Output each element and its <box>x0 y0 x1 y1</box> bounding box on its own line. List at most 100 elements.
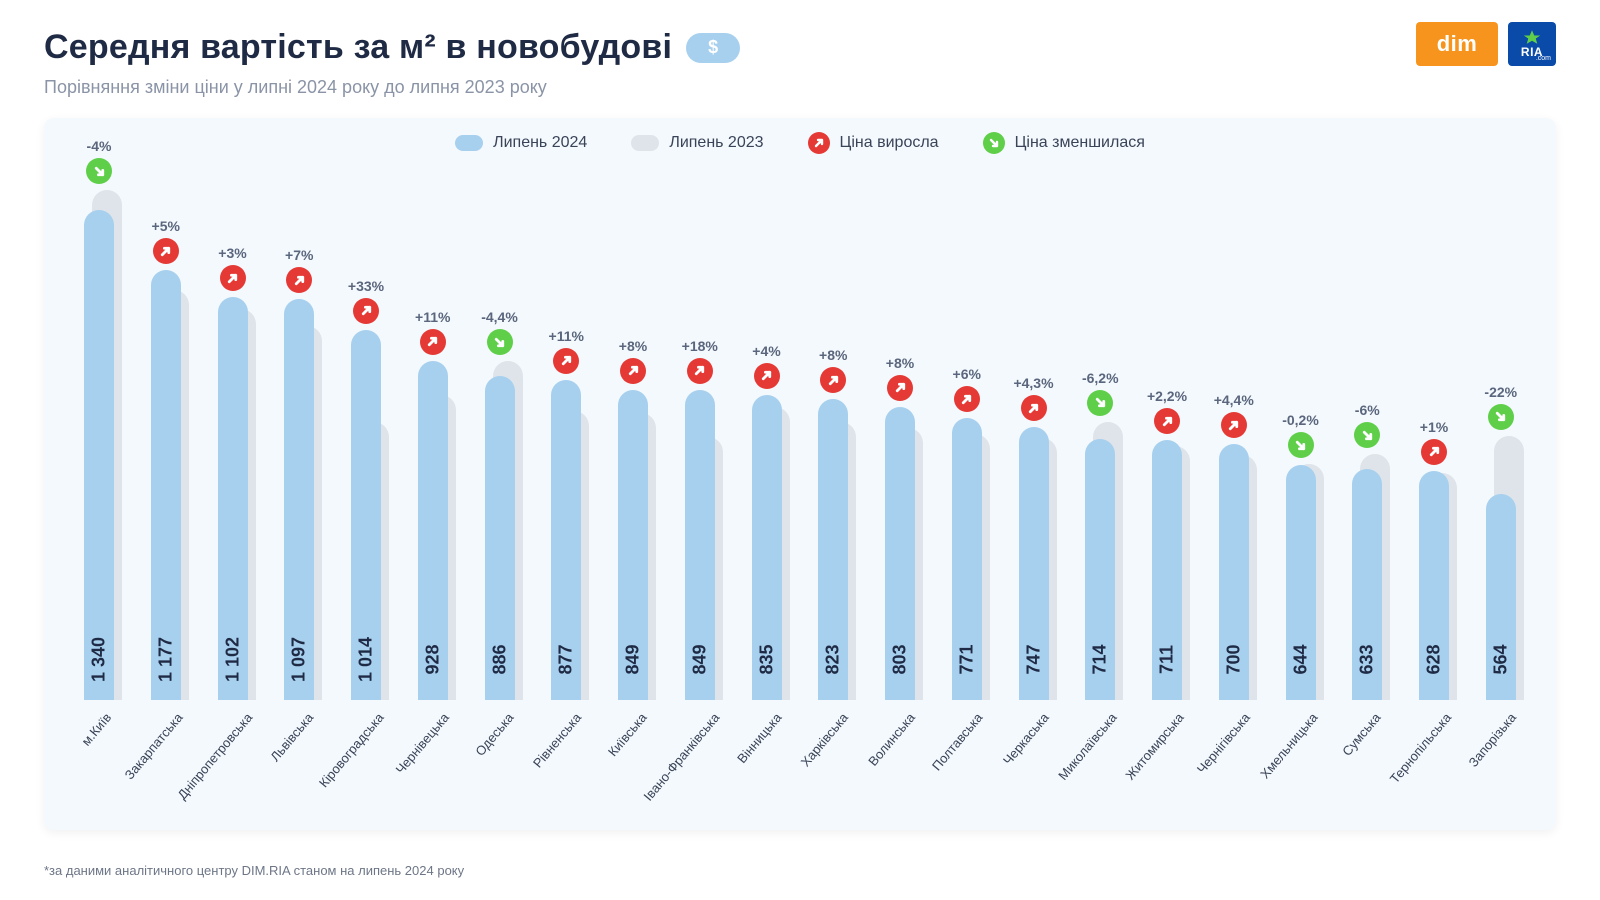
bar-value: 711 <box>1157 645 1178 674</box>
bar-top-label: -4,4% <box>470 309 530 355</box>
change-percent: +8% <box>619 338 647 354</box>
bar-group: 928+11% <box>402 361 464 700</box>
change-percent: -22% <box>1484 384 1517 400</box>
arrow-up-icon <box>353 298 379 324</box>
change-percent: +11% <box>415 309 450 325</box>
arrow-up-icon <box>420 329 446 355</box>
logo-ria: RIA .com <box>1508 22 1556 66</box>
x-label: Сумська <box>1336 700 1398 830</box>
legend-item-up: Ціна виросла <box>808 132 939 154</box>
header: Середня вартість за м² в новобудові $ По… <box>44 28 1556 98</box>
bar-2024 <box>84 210 114 700</box>
bar-group: 823+8% <box>802 399 864 700</box>
logos: dim RIA .com <box>1416 22 1556 66</box>
arrow-down-icon <box>1087 390 1113 416</box>
change-percent: +8% <box>886 355 914 371</box>
bar-value: 747 <box>1023 644 1044 674</box>
arrow-up-icon <box>286 267 312 293</box>
x-label: Черкаська <box>1003 700 1065 830</box>
bar-top-label: +4,4% <box>1204 392 1264 438</box>
x-label-text: Волинська <box>865 710 918 769</box>
bar-group: 886-4,4% <box>469 376 531 700</box>
change-percent: +8% <box>819 347 847 363</box>
x-label: Київська <box>602 700 664 830</box>
x-label: Чернігівська <box>1203 700 1265 830</box>
page: Середня вартість за м² в новобудові $ По… <box>0 0 1600 900</box>
bar-top-label: +11% <box>403 309 463 355</box>
x-label-text: Рівненська <box>530 710 584 771</box>
bar-top-label: +5% <box>136 218 196 264</box>
x-label-text: Чернігівська <box>1194 710 1253 776</box>
legend-swatch-2024 <box>455 135 483 151</box>
bar-value: 628 <box>1424 644 1445 674</box>
arrow-up-icon <box>687 358 713 384</box>
bar-group: 564-22% <box>1470 494 1532 700</box>
change-percent: +4% <box>752 343 780 359</box>
x-label-text: Запорізька <box>1465 710 1519 770</box>
bar-group: 835+4% <box>736 395 798 700</box>
x-label: Харківська <box>802 700 864 830</box>
logo-ria-com: .com <box>1536 55 1551 62</box>
x-label: Одеська <box>469 700 531 830</box>
arrow-up-icon <box>553 348 579 374</box>
bar-group: 849+18% <box>669 390 731 700</box>
bar-value: 849 <box>689 644 710 674</box>
arrow-up-icon <box>153 238 179 264</box>
bar-group: 700+4,4% <box>1203 444 1265 700</box>
legend-label-up: Ціна виросла <box>840 134 939 152</box>
arrow-down-icon <box>86 158 112 184</box>
legend-item-down: Ціна зменшилася <box>983 132 1145 154</box>
x-label: Кіровоградська <box>335 700 397 830</box>
arrow-up-icon <box>1221 412 1247 438</box>
change-percent: -4% <box>87 138 112 154</box>
arrow-down-icon <box>1354 422 1380 448</box>
bar-value: 1 340 <box>89 637 110 682</box>
arrow-up-icon <box>220 265 246 291</box>
bar-group: 644-0,2% <box>1270 465 1332 700</box>
bar-top-label: +6% <box>937 366 997 412</box>
bar-top-label: +8% <box>870 355 930 401</box>
bar-top-label: +2,2% <box>1137 388 1197 434</box>
page-subtitle: Порівняння зміни ціни у липні 2024 року … <box>44 77 1556 98</box>
bar-value: 886 <box>489 644 510 674</box>
legend-item-2024: Липень 2024 <box>455 134 587 152</box>
x-label: Вінницька <box>736 700 798 830</box>
bar-top-label: +11% <box>536 328 596 374</box>
change-percent: +2,2% <box>1147 388 1187 404</box>
bar-value: 771 <box>956 644 977 674</box>
bar-top-label: +1% <box>1404 419 1464 465</box>
x-label: Тернопільська <box>1403 700 1465 830</box>
title-row: Середня вартість за м² в новобудові $ <box>44 28 1556 67</box>
page-title: Середня вартість за м² в новобудові <box>44 28 672 67</box>
arrow-up-icon <box>820 367 846 393</box>
x-label: Волинська <box>869 700 931 830</box>
bar-value: 823 <box>823 644 844 674</box>
bar-group: 714-6,2% <box>1069 439 1131 700</box>
bar-top-label: -4% <box>69 138 129 184</box>
bar-top-label: +8% <box>803 347 863 393</box>
change-percent: -4,4% <box>481 309 518 325</box>
bar-value: 714 <box>1090 644 1111 674</box>
bar-group: 1 097+7% <box>268 299 330 700</box>
bar-group: 803+8% <box>869 407 931 700</box>
legend-swatch-2023 <box>631 135 659 151</box>
arrow-up-icon <box>954 386 980 412</box>
change-percent: +11% <box>549 328 584 344</box>
x-axis-labels: м.КиївЗакарпатськаДніпропетровськаЛьвівс… <box>68 700 1532 830</box>
x-label-text: Київська <box>605 710 650 759</box>
change-percent: +4,4% <box>1214 392 1254 408</box>
bar-group: 849+8% <box>602 390 664 700</box>
legend: Липень 2024 Липень 2023 Ціна виросла Цін… <box>44 132 1556 154</box>
footnote: *за даними аналітичного центру DIM.RIA с… <box>44 863 464 878</box>
bar-value: 1 014 <box>356 637 377 682</box>
bar-value: 1 177 <box>155 637 176 682</box>
legend-label-2023: Липень 2023 <box>669 134 763 152</box>
x-label: Рівненська <box>535 700 597 830</box>
legend-label-2024: Липень 2024 <box>493 134 587 152</box>
bar-value: 700 <box>1223 644 1244 674</box>
bar-value: 849 <box>623 644 644 674</box>
plot-area: 1 340-4%1 177+5%1 102+3%1 097+7%1 014+33… <box>68 174 1532 830</box>
x-label-text: Сумська <box>1339 710 1383 759</box>
change-percent: +33% <box>348 278 384 294</box>
x-label-text: Чернівецька <box>392 710 451 777</box>
